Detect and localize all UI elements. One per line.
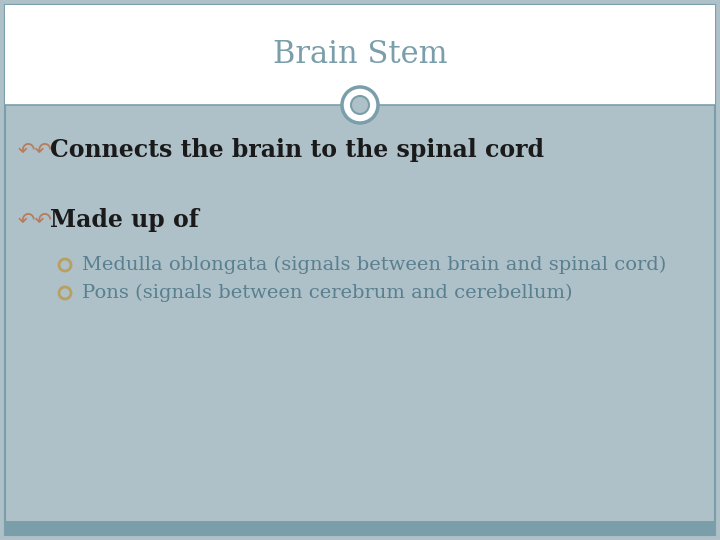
Bar [5,5,715,105]
Bar [5,521,715,535]
Text: Pons (signals between cerebrum and cerebellum): Pons (signals between cerebrum and cereb… [82,284,572,302]
Text: Connects the brain to the spinal cord: Connects the brain to the spinal cord [50,138,544,162]
Text: Made up of: Made up of [50,208,199,232]
FancyBboxPatch shape [5,5,715,535]
Circle shape [351,96,369,114]
Text: ↶↶: ↶↶ [18,140,53,160]
Text: Medulla oblongata (signals between brain and spinal cord): Medulla oblongata (signals between brain… [82,256,666,274]
Text: Brain Stem: Brain Stem [273,39,447,70]
Circle shape [342,87,378,123]
Text: ↶↶: ↶↶ [18,210,53,230]
